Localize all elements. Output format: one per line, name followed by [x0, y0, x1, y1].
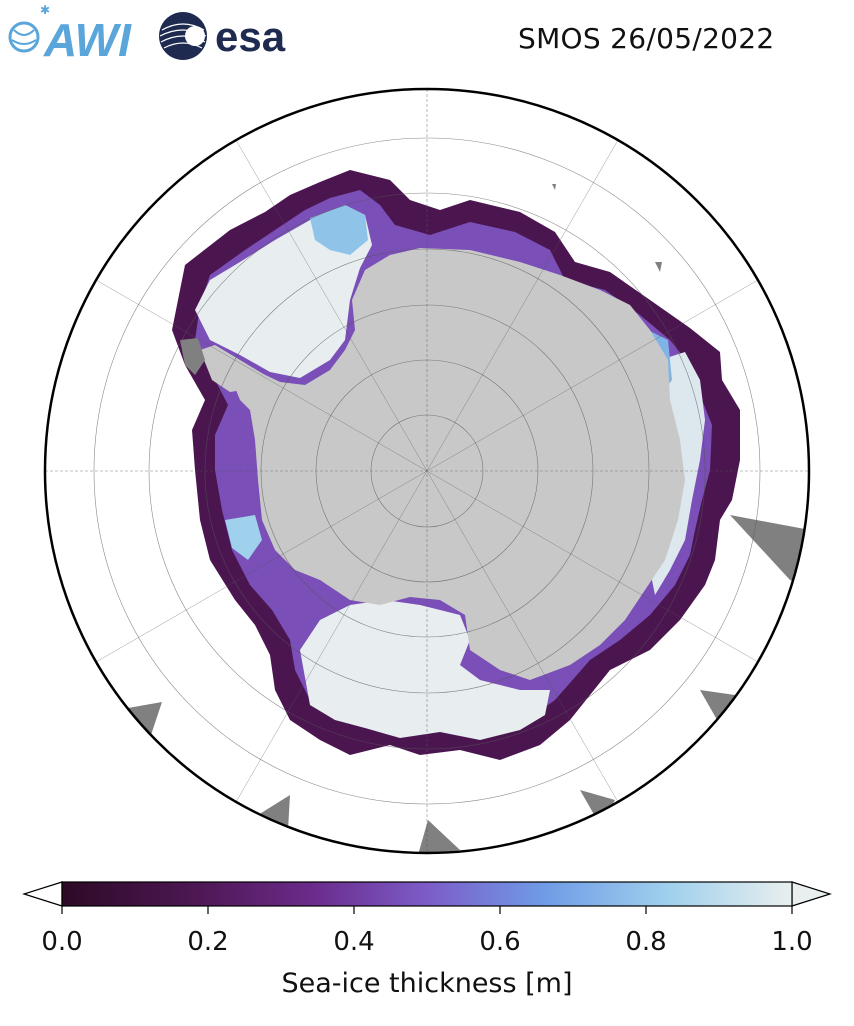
antarctica-land: [232, 248, 685, 680]
map-boundary: [43, 87, 811, 855]
colorbar-gradient: [61, 881, 793, 907]
esa-logo-text: esa: [215, 13, 286, 60]
esa-logo: esa: [159, 12, 286, 60]
awi-star-icon: ✱: [40, 3, 50, 17]
colorbar-tick-label: 1.0: [771, 927, 812, 957]
logos: ✱ AWI esa: [8, 3, 286, 66]
awi-logo-text: AWI: [43, 14, 132, 66]
colorbar-tick-label: 0.6: [479, 927, 520, 957]
colorbar-tick-label: 0.4: [333, 927, 374, 957]
antarctic-peninsula: [200, 345, 265, 392]
colorbar-ticks: 0.0 0.2 0.4 0.6 0.8 1.0: [41, 906, 813, 957]
coastal-missing: [180, 338, 205, 375]
colorbar-tick-label: 0.2: [187, 927, 228, 957]
colorbar-label: Sea-ice thickness [m]: [281, 968, 572, 999]
sea-ice-blue-west: [225, 515, 262, 560]
colorbar-extend-max: [791, 881, 832, 907]
colorbar-tick-label: 0.8: [625, 927, 666, 957]
map-title: SMOS 26/05/2022: [518, 22, 775, 55]
sea-ice-blue-weddell: [310, 205, 368, 255]
awi-logo: ✱ AWI: [8, 3, 132, 66]
colorbar: 0.0 0.2 0.4 0.6 0.8 1.0 Sea-ice thickness [m]: [22, 881, 832, 999]
sea-ice-thick-ross: [300, 600, 550, 740]
colorbar-tick-label: 0.0: [41, 927, 82, 957]
sea-ice-map: [43, 87, 811, 855]
colorbar-extend-min: [22, 881, 63, 907]
missing-data: [128, 184, 809, 853]
meridians-solid: [95, 139, 759, 803]
